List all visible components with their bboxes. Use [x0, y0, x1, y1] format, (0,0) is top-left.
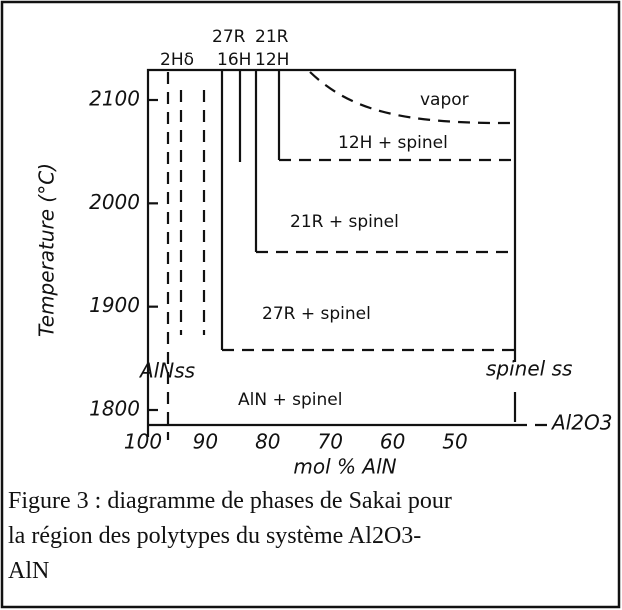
axis-frame [146, 68, 517, 437]
x-tick-label: 50 [442, 430, 467, 454]
top-label: 16H [217, 50, 251, 70]
y-tick-label: 2000 [89, 190, 140, 214]
side-label: spinel ss [486, 357, 572, 381]
y-tick-label: 1900 [89, 293, 140, 317]
y-tick-label: 2100 [89, 87, 140, 111]
x-axis-title: mol % AlN [293, 455, 396, 479]
x-tick-label: 60 [380, 430, 405, 454]
region-label: 21R + spinel [290, 212, 399, 232]
top-label: 27R [212, 27, 246, 47]
x-tick-label: 100 [124, 430, 162, 454]
y-tick-label: 1800 [89, 397, 140, 421]
top-label: 2Hδ [160, 50, 194, 70]
x-tick-label: 90 [193, 430, 218, 454]
region-label: 27R + spinel [262, 304, 371, 324]
region-label: 12H + spinel [338, 133, 448, 153]
vapor-curve [309, 71, 516, 125]
side-label: Al2O3 [550, 411, 612, 435]
top-label: 12H [255, 50, 289, 70]
y-axis-title: Temperature (°C) [35, 163, 59, 337]
x-tick-label: 80 [255, 430, 280, 454]
caption-line: la région des polytypes du système Al2O3… [8, 523, 421, 549]
caption-line: AlN [8, 558, 49, 584]
side-label: AlNss [138, 359, 195, 383]
diagram-lines [146, 68, 548, 440]
x-tick-label: 70 [317, 430, 342, 454]
region-label: AlN + spinel [238, 390, 342, 410]
region-label: vapor [420, 90, 469, 110]
caption-line: Figure 3 : diagramme de phases de Sakai … [8, 488, 452, 514]
top-label: 21R [255, 27, 289, 47]
